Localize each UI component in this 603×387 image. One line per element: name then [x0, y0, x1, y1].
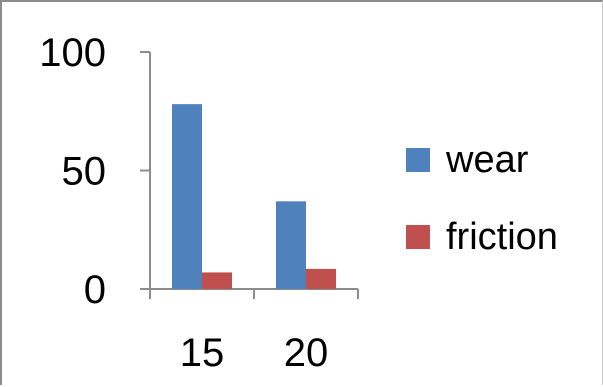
bar-wear-20 — [276, 201, 306, 289]
legend-label-wear: wear — [445, 139, 529, 181]
legend-label-friction: friction — [446, 216, 558, 258]
legend-swatch-friction — [406, 225, 430, 249]
x-tick-label: 20 — [284, 331, 329, 375]
x-ticks: 15 20 — [149, 289, 359, 375]
bar-wear-15 — [172, 104, 202, 289]
bars — [172, 104, 336, 289]
legend-swatch-wear — [406, 148, 430, 172]
bar-friction-15 — [202, 272, 232, 289]
legend: wear friction — [406, 139, 558, 258]
y-axis: 0 50 100 — [39, 31, 151, 312]
y-tick-label: 0 — [84, 268, 106, 312]
x-axis: 15 20 — [149, 288, 359, 375]
x-tick-label: 15 — [180, 331, 225, 375]
y-ticks: 0 50 100 — [39, 31, 150, 312]
y-tick-label: 100 — [39, 31, 106, 75]
bar-friction-20 — [306, 268, 336, 289]
y-tick-label: 50 — [62, 150, 107, 194]
